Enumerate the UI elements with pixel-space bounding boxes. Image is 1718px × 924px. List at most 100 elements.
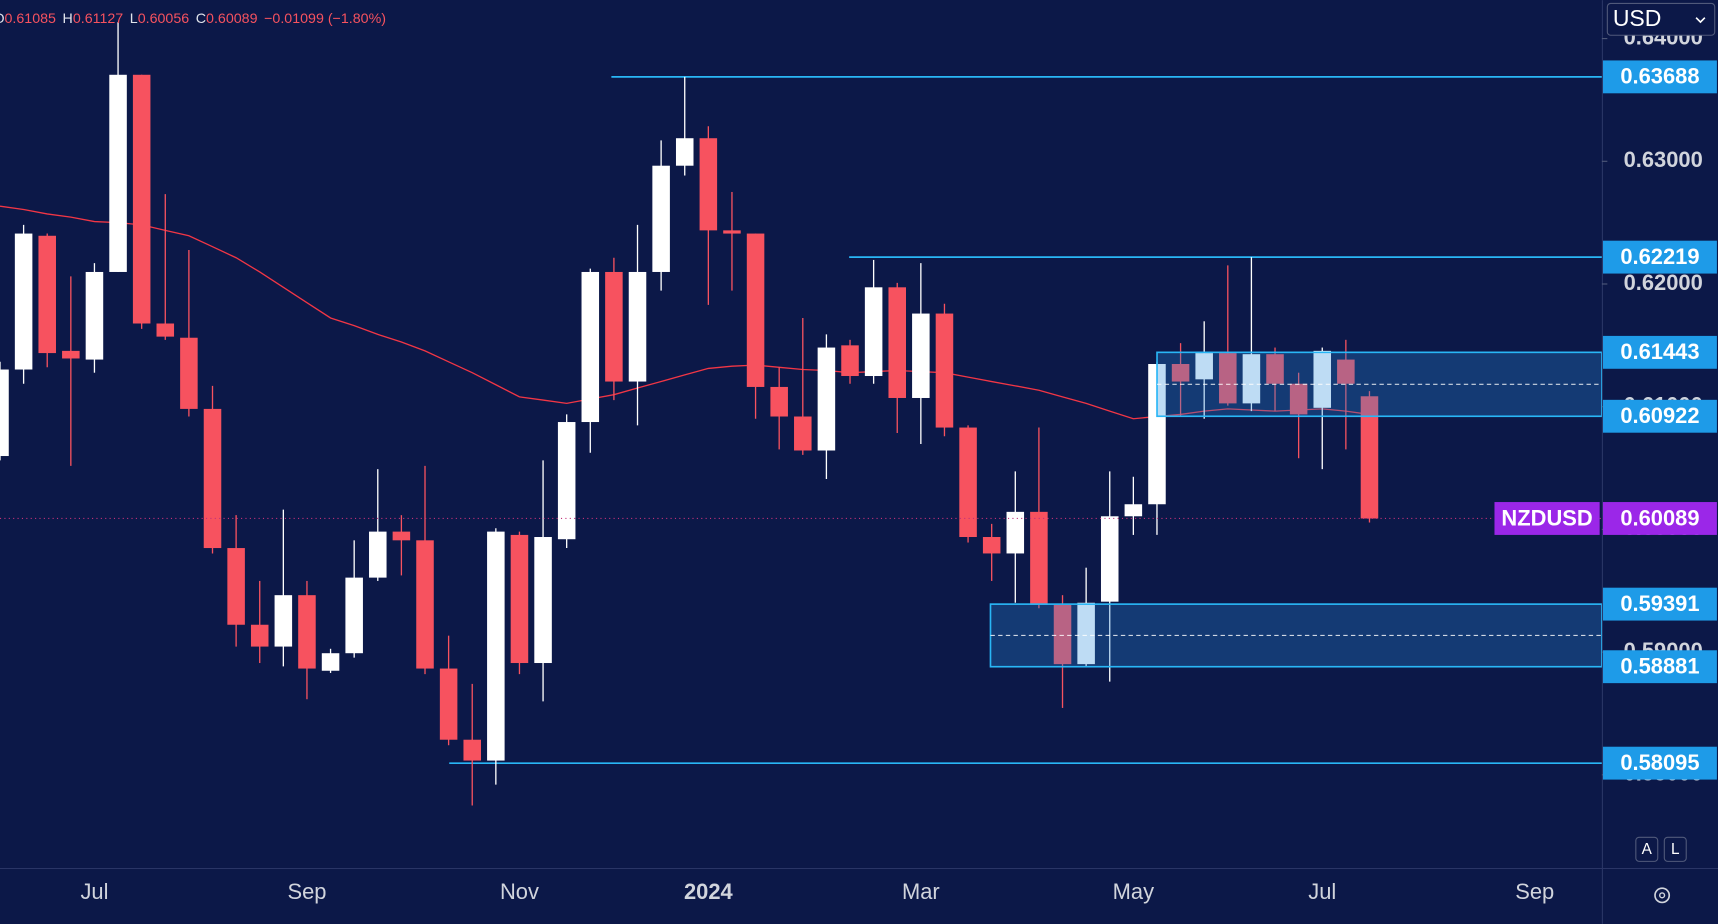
ohlc-header: O0.61085 H0.61127 L0.60056 C0.60089 −0.01099… xyxy=(0,11,386,27)
currency-box[interactable] xyxy=(1606,2,1716,36)
zone-bottom-label-box xyxy=(1602,650,1717,684)
symbol-label: NZDUSD xyxy=(1501,505,1592,530)
candle-body xyxy=(510,534,529,664)
x-tick-label: Jul xyxy=(80,879,108,904)
candle-body xyxy=(180,337,198,409)
x-tick-label: Nov xyxy=(500,879,539,904)
x-tick-label: Sep xyxy=(1515,879,1554,904)
y-tick-label: 0.63000 xyxy=(1624,147,1703,172)
auto-scale-label[interactable]: A xyxy=(1642,841,1653,858)
candle-body xyxy=(557,422,576,540)
symbol-box xyxy=(1494,502,1600,535)
zone-top-label-box xyxy=(1602,335,1717,369)
candle-body xyxy=(746,233,765,387)
x-tick-label: May xyxy=(1113,879,1154,904)
candle-body xyxy=(864,287,883,377)
candle-body xyxy=(699,138,718,231)
log-scale-label[interactable]: L xyxy=(1671,841,1680,858)
dropdown-chevron[interactable] xyxy=(1695,17,1706,24)
overlay: 0.580000.590000.600000.610000.620000.630… xyxy=(0,11,1717,904)
candle-body xyxy=(274,595,293,647)
candle-body xyxy=(416,540,434,669)
ohlc-key: O xyxy=(0,11,5,27)
auto-scale-button[interactable] xyxy=(1635,836,1659,862)
candle-body xyxy=(227,548,245,625)
moving-average xyxy=(0,205,1370,420)
last-price-label: 0.60089 xyxy=(1620,505,1699,530)
candle-body xyxy=(935,313,954,428)
candle-body xyxy=(1077,602,1095,665)
candle-body xyxy=(888,287,907,398)
candle-body xyxy=(109,74,127,272)
candle-body xyxy=(0,369,9,457)
last-price-label-box xyxy=(1602,502,1717,535)
candle-body xyxy=(1266,354,1284,384)
x-tick-label: Mar xyxy=(902,879,940,904)
candle-body xyxy=(439,668,458,740)
candle-body xyxy=(1148,363,1166,505)
settings-button[interactable] xyxy=(1654,887,1671,904)
candle-body xyxy=(581,271,600,423)
candle-body xyxy=(1337,359,1355,384)
level-label: 0.58095 xyxy=(1620,750,1699,775)
level-label-box xyxy=(1602,746,1717,780)
zone-top-label: 0.61443 xyxy=(1620,339,1699,364)
candle-body xyxy=(534,537,552,664)
ohlc-key: L xyxy=(130,11,138,27)
candle-body xyxy=(1219,353,1237,404)
candle-body xyxy=(1242,354,1261,404)
level-label-box xyxy=(1602,60,1717,94)
ohlc-value: 0.61085 xyxy=(5,11,57,27)
candle-body xyxy=(675,138,694,166)
zone-bottom-label-box xyxy=(1602,399,1717,433)
ohlc-key: C xyxy=(196,11,206,27)
zone xyxy=(989,603,1603,668)
zone-top-label-box xyxy=(1602,587,1717,621)
candle-body xyxy=(1289,383,1308,415)
plot-area xyxy=(0,22,1603,806)
candle-body xyxy=(628,271,647,382)
candle-body xyxy=(605,271,623,382)
candle-body xyxy=(982,537,1001,554)
currency-select[interactable]: USD xyxy=(1606,2,1716,36)
candle-body xyxy=(14,233,33,370)
candle-body xyxy=(132,74,151,324)
ohlc-value: 0.60089 xyxy=(206,11,258,27)
currency-label[interactable]: USD xyxy=(1613,5,1662,31)
level-label-box xyxy=(1602,240,1717,274)
settings-gear-hub[interactable] xyxy=(1658,892,1666,899)
candle-body xyxy=(1030,511,1048,605)
candle-body xyxy=(62,350,80,359)
candle-body xyxy=(1053,604,1072,665)
candle-body xyxy=(463,739,481,761)
candle-body xyxy=(487,531,505,761)
candle-body xyxy=(794,416,812,451)
x-tick-label: 2024 xyxy=(684,879,734,904)
log-scale-button[interactable] xyxy=(1663,836,1687,862)
candle-body xyxy=(203,408,222,549)
y-tick-label: 0.62000 xyxy=(1624,270,1703,295)
candle-body xyxy=(1313,350,1332,408)
candle-body xyxy=(369,531,387,578)
x-tick-label: Sep xyxy=(287,879,326,904)
candle-body xyxy=(38,235,56,354)
candle-body xyxy=(770,386,788,417)
candle-body xyxy=(1195,353,1213,380)
candle-body xyxy=(1124,504,1143,517)
zone-bottom-label: 0.58881 xyxy=(1620,654,1699,679)
zone-top-label: 0.59391 xyxy=(1620,591,1699,616)
candle-body xyxy=(156,323,175,337)
settings-gear[interactable] xyxy=(1654,887,1671,904)
candle-body xyxy=(1171,363,1190,382)
x-tick-label: Jul xyxy=(1308,879,1336,904)
zone-bottom-label: 0.60922 xyxy=(1620,403,1699,428)
candle-body xyxy=(959,427,977,538)
level-label: 0.62219 xyxy=(1620,244,1699,269)
candle-body xyxy=(817,347,836,451)
ohlc-value: 0.60056 xyxy=(138,11,190,27)
ohlc-key: H xyxy=(63,11,73,27)
candle-body xyxy=(85,271,104,360)
candle-body xyxy=(841,345,859,377)
